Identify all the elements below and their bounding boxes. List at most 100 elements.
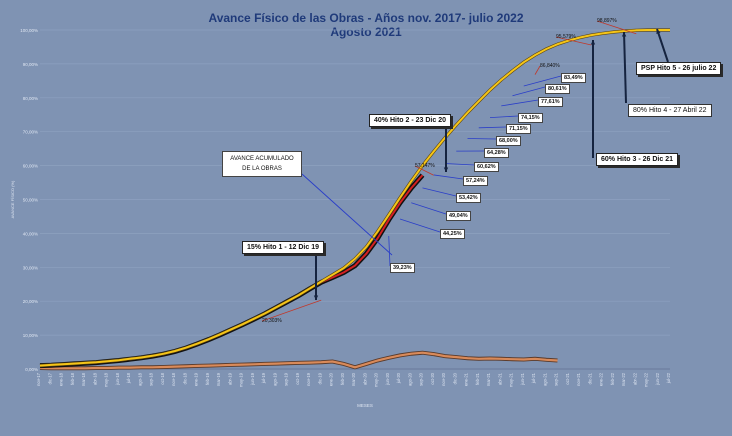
y-tick-label: 20,00%	[23, 299, 38, 304]
point-label: 95,579%	[556, 34, 576, 40]
x-tick-label: jul-18	[126, 372, 131, 384]
x-tick-label: ago-19	[272, 372, 277, 386]
x-tick-label: ene-22	[599, 372, 604, 386]
label-leader	[596, 20, 637, 35]
label-leader	[555, 36, 592, 46]
label-leader	[523, 75, 562, 87]
x-tick-label: jun-20	[385, 372, 390, 385]
x-tick-label: oct-18	[160, 372, 165, 384]
milestone-arrowhead	[621, 32, 627, 37]
x-tick-label: may-19	[239, 372, 244, 387]
x-tick-label: mar-21	[486, 372, 491, 386]
x-tick-label: jun-21	[520, 372, 525, 385]
y-tick-label: 0,00%	[25, 367, 38, 372]
point-label: 60,62%	[474, 162, 499, 172]
x-tick-label: nov-17	[36, 372, 41, 385]
label-leader	[467, 138, 497, 140]
milestone-arrowhead	[313, 295, 319, 300]
monthly-series-line	[39, 351, 558, 370]
x-tick-label: jun-19	[250, 372, 255, 385]
x-tick-label: feb-20	[340, 372, 345, 385]
label-leader	[444, 163, 475, 166]
milestone-box: 60% Hito 3 - 26 Dic 21	[596, 153, 678, 166]
annotation-box: AVANCE ACUMULADO DE LA OBRAS	[222, 151, 302, 177]
x-tick-label: jun-22	[655, 372, 660, 385]
point-label: 53,42%	[456, 193, 481, 203]
x-tick-label: sep-20	[419, 372, 424, 385]
x-tick-label: ene-21	[464, 372, 469, 386]
x-tick-label: may-21	[509, 372, 514, 387]
y-tick-label: 100,00%	[20, 28, 38, 33]
y-tick-label: 70,00%	[23, 130, 38, 135]
x-tick-label: may-20	[374, 372, 379, 387]
y-tick-label: 60,00%	[23, 164, 38, 169]
point-label: 86,840%	[540, 63, 560, 69]
x-tick-label: oct-21	[565, 372, 570, 384]
chart-subtitle: Agosto 2021	[330, 25, 402, 39]
x-tick-label: feb-22	[610, 372, 615, 385]
milestone-arrowhead	[656, 29, 661, 34]
point-label: 80,61%	[545, 84, 570, 94]
point-label: 98,897%	[597, 18, 617, 24]
label-leader	[512, 86, 546, 97]
x-tick-label: mar-20	[351, 372, 356, 386]
milestone-arrowhead	[590, 40, 596, 45]
label-leader	[433, 174, 464, 180]
x-tick-label: ago-18	[137, 372, 142, 386]
x-tick-label: nov-19	[306, 372, 311, 385]
actual-series-highlight	[39, 174, 424, 367]
x-axis-label: MESES	[357, 403, 373, 408]
label-leader	[388, 235, 391, 267]
x-tick-label: ago-21	[542, 372, 547, 386]
x-tick-label: sep-18	[149, 372, 154, 385]
milestone-arrow	[656, 28, 669, 63]
x-tick-label: abr-19	[227, 372, 232, 385]
x-tick-label: nov-18	[171, 372, 176, 385]
milestone-box: 15% Hito 1 - 12 Dic 19	[242, 241, 324, 254]
label-leader	[534, 65, 541, 75]
x-tick-label: dic-18	[182, 372, 187, 384]
milestone-arrowhead	[443, 167, 449, 172]
annotation-leader	[301, 173, 393, 256]
x-tick-label: dic-20	[452, 372, 457, 384]
x-tick-label: oct-20	[430, 372, 435, 384]
x-tick-label: may-22	[644, 372, 649, 387]
x-tick-label: jun-18	[115, 372, 120, 385]
point-label: 39,23%	[390, 263, 415, 273]
x-tick-label: jul-19	[261, 372, 266, 384]
label-leader	[478, 126, 507, 129]
x-tick-label: ago-20	[407, 372, 412, 386]
point-label: 64,28%	[484, 148, 509, 158]
y-tick-label: 10,00%	[23, 333, 38, 338]
x-tick-label: abr-21	[497, 372, 502, 385]
milestone-box: 80% Hito 4 - 27 Abril 22	[628, 104, 712, 117]
point-label: 57,24%	[463, 176, 488, 186]
x-tick-label: sep-19	[284, 372, 289, 385]
point-label: 49,04%	[446, 211, 471, 221]
x-tick-label: ene-20	[329, 372, 334, 386]
y-tick-label: 40,00%	[23, 231, 38, 236]
x-tick-label: nov-21	[576, 372, 581, 385]
label-leader	[501, 99, 539, 107]
label-leader	[399, 218, 441, 233]
milestone-box: 40% Hito 2 - 23 Dic 20	[369, 114, 451, 127]
x-tick-label: dic-19	[317, 372, 322, 384]
point-label: 74,15%	[518, 113, 543, 123]
x-tick-label: oct-19	[295, 372, 300, 384]
x-tick-label: jul-21	[531, 372, 536, 384]
annotation-line-1: AVANCE ACUMULADO	[230, 156, 294, 162]
x-tick-label: sep-21	[554, 372, 559, 385]
x-tick-label: ene-19	[194, 372, 199, 386]
x-tick-label: dic-17	[47, 372, 52, 384]
chart-title: Avance Físico de las Obras - Años nov. 2…	[208, 11, 524, 25]
x-tick-label: mar-22	[621, 372, 626, 386]
x-tick-label: abr-22	[632, 372, 637, 385]
x-tick-label: nov-20	[441, 372, 446, 385]
actual-series-line	[39, 173, 425, 369]
y-tick-label: 50,00%	[23, 198, 38, 203]
milestone-arrow	[623, 31, 627, 104]
x-tick-label: dic-21	[587, 372, 592, 384]
x-tick-label: mar-19	[216, 372, 221, 386]
x-tick-label: feb-18	[70, 372, 75, 385]
